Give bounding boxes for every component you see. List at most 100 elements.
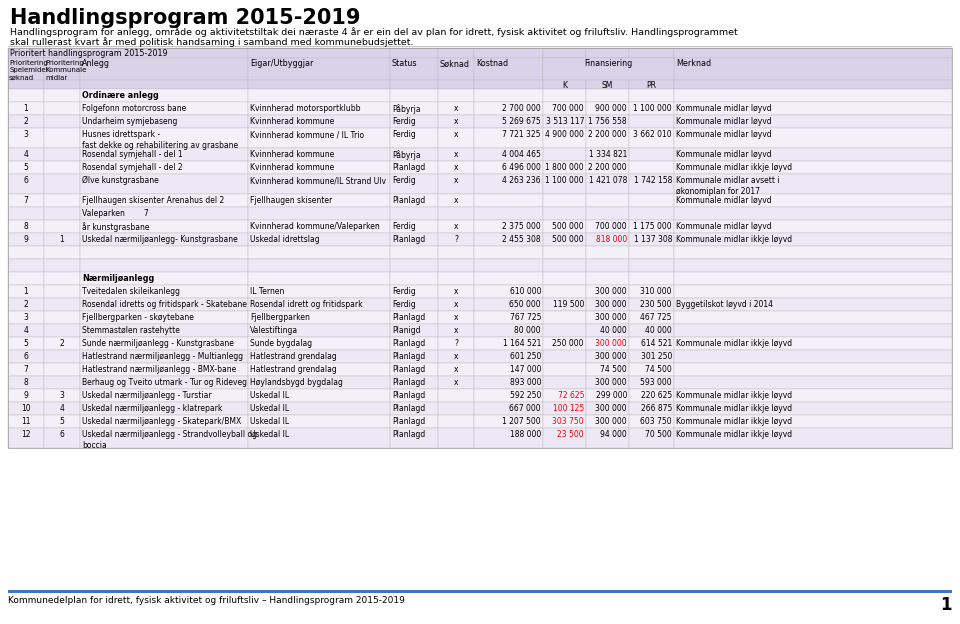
Text: 72 625: 72 625 (558, 391, 584, 400)
Bar (248, 48, 390, 58)
Text: 8: 8 (24, 378, 29, 387)
Bar (674, 89, 952, 102)
Text: Uskedal IL: Uskedal IL (250, 417, 289, 426)
Bar (438, 48, 474, 58)
Bar (44, 220, 80, 233)
Text: 2: 2 (24, 300, 29, 309)
Bar (80, 376, 248, 389)
Bar (8, 233, 44, 246)
Bar (8, 58, 44, 80)
Bar (674, 272, 952, 285)
Bar (674, 311, 952, 324)
Bar (629, 337, 674, 350)
Bar (390, 311, 438, 324)
Text: Planlagd: Planlagd (392, 352, 425, 361)
Text: Kommunale midlar ikkje løyvd: Kommunale midlar ikkje løyvd (676, 404, 792, 413)
Text: Planlagd: Planlagd (392, 417, 425, 426)
Bar (390, 128, 438, 148)
Bar (438, 376, 474, 389)
Text: Kommunale midlar ikkje løyvd: Kommunale midlar ikkje løyvd (676, 417, 792, 426)
Bar (543, 298, 586, 311)
Text: 500 000: 500 000 (552, 235, 584, 244)
Bar (248, 285, 390, 298)
Bar (8, 350, 44, 363)
Text: 300 000: 300 000 (595, 352, 627, 361)
Bar (674, 80, 952, 89)
Bar (80, 174, 248, 194)
Text: Uskedal nærmiljøanlegg - Strandvolleyball og
boccia: Uskedal nærmiljøanlegg - Strandvolleybal… (82, 430, 257, 450)
Bar (674, 337, 952, 350)
Text: x: x (454, 117, 458, 126)
Bar (390, 80, 438, 89)
Bar (80, 246, 248, 259)
Text: Kommunale midlar ikkje løyvd: Kommunale midlar ikkje løyvd (676, 163, 792, 172)
Bar (248, 363, 390, 376)
Bar (586, 337, 629, 350)
Text: Kommunale midlar løyvd: Kommunale midlar løyvd (676, 104, 772, 113)
Text: SM: SM (602, 82, 613, 90)
Bar (543, 161, 586, 174)
Bar (438, 415, 474, 428)
Bar (674, 220, 952, 233)
Bar (474, 363, 543, 376)
Bar (44, 376, 80, 389)
Bar (8, 174, 44, 194)
Text: Kvinnherad kommune / IL Trio: Kvinnherad kommune / IL Trio (250, 130, 364, 139)
Bar (8, 363, 44, 376)
Text: 5 269 675: 5 269 675 (502, 117, 541, 126)
Bar (248, 272, 390, 285)
Bar (80, 272, 248, 285)
Bar (674, 363, 952, 376)
Text: 2: 2 (60, 339, 64, 348)
Bar (248, 194, 390, 207)
Bar (8, 428, 44, 448)
Bar (674, 376, 952, 389)
Bar (248, 415, 390, 428)
Bar (586, 285, 629, 298)
Bar (474, 148, 543, 161)
Text: Anlegg: Anlegg (82, 59, 110, 69)
Bar (438, 389, 474, 402)
Bar (248, 298, 390, 311)
Bar (248, 259, 390, 272)
Bar (586, 402, 629, 415)
Bar (80, 402, 248, 415)
Text: 1 100 000: 1 100 000 (545, 176, 584, 185)
Text: Planlagd: Planlagd (392, 378, 425, 387)
Bar (629, 161, 674, 174)
Text: 1: 1 (24, 104, 29, 113)
Text: år kunstgrasbane: år kunstgrasbane (82, 222, 150, 232)
Bar (438, 350, 474, 363)
Text: 3: 3 (24, 130, 29, 139)
Text: 5: 5 (24, 339, 29, 348)
Text: Valestiftinga: Valestiftinga (250, 326, 299, 335)
Text: Finansiering: Finansiering (585, 59, 633, 69)
Text: Prioritering
Spelemidel
søknad: Prioritering Spelemidel søknad (9, 59, 48, 80)
Text: x: x (454, 130, 458, 139)
Bar (474, 174, 543, 194)
Text: 818 000: 818 000 (596, 235, 627, 244)
Bar (543, 102, 586, 115)
Bar (586, 148, 629, 161)
Bar (674, 207, 952, 220)
Text: Høylandsbygd bygdalag: Høylandsbygd bygdalag (250, 378, 343, 387)
Bar (474, 233, 543, 246)
Bar (586, 102, 629, 115)
Bar (543, 324, 586, 337)
Text: 188 000: 188 000 (510, 430, 541, 439)
Text: 900 000: 900 000 (595, 104, 627, 113)
Bar (8, 324, 44, 337)
Bar (390, 115, 438, 128)
Text: 7 721 325: 7 721 325 (502, 130, 541, 139)
Bar (438, 161, 474, 174)
Bar (586, 376, 629, 389)
Bar (474, 80, 543, 89)
Bar (629, 311, 674, 324)
Text: x: x (454, 326, 458, 335)
Bar (390, 298, 438, 311)
Bar (474, 194, 543, 207)
Text: 1 421 078: 1 421 078 (588, 176, 627, 185)
Bar (390, 389, 438, 402)
Bar (543, 48, 586, 58)
Text: x: x (454, 300, 458, 309)
